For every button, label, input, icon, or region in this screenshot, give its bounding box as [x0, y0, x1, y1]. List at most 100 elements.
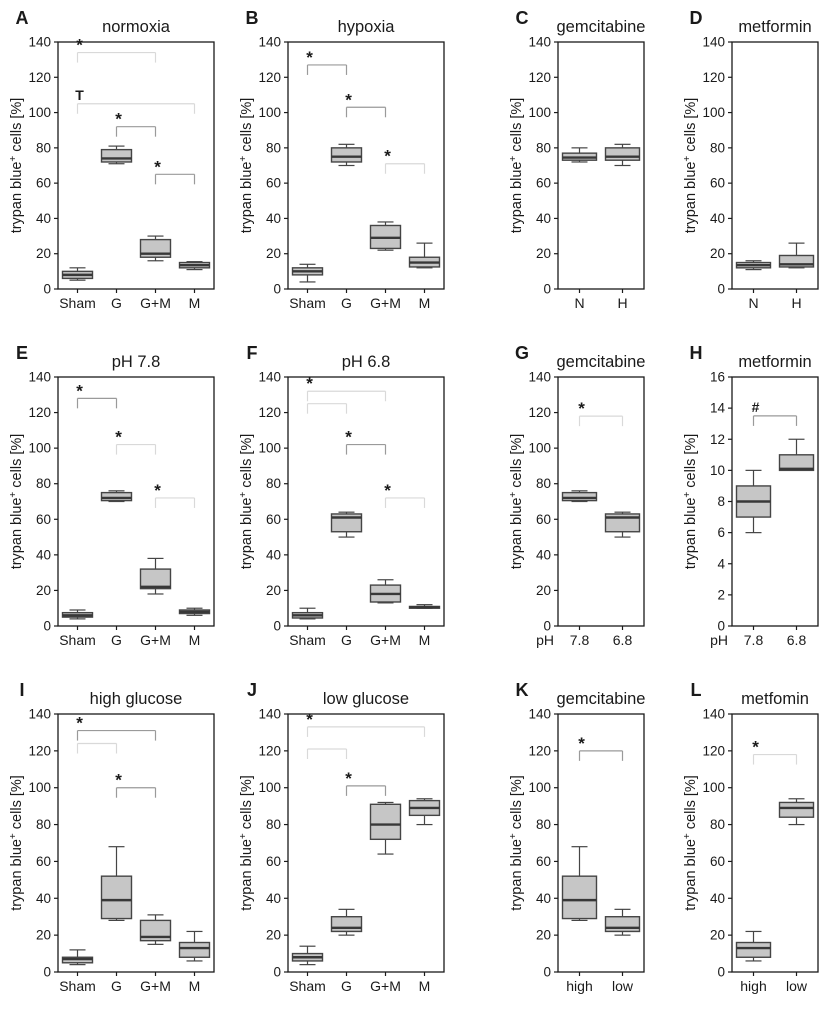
iqr-box — [561, 875, 598, 920]
panel-letter: H — [690, 343, 703, 363]
y-tick-label: 6 — [717, 525, 725, 540]
sig-bracket: * — [345, 428, 387, 455]
sig-marker: * — [578, 734, 585, 753]
sig-bracket: * — [345, 769, 387, 796]
y-tick-label: 80 — [36, 140, 51, 155]
y-axis-label: trypan blue+ cells [%] — [8, 775, 25, 911]
y-tick-label: 140 — [28, 35, 51, 50]
panel-letter: G — [515, 343, 529, 363]
box-7.8 — [735, 469, 772, 534]
iqr-box — [369, 803, 402, 841]
plot-frame — [57, 713, 215, 973]
y-tick-label: 140 — [702, 35, 725, 50]
y-tick-label: 140 — [28, 707, 51, 722]
y-tick-label: 120 — [258, 405, 281, 420]
x-category-label: high — [566, 978, 592, 994]
box-Sham — [291, 607, 324, 620]
iqr-box — [139, 568, 172, 590]
box-G — [100, 490, 133, 503]
sig-bracket: * — [115, 771, 157, 798]
box-6.8 — [604, 511, 641, 538]
panel-title: metformin — [738, 353, 811, 371]
box-Sham — [61, 609, 94, 620]
y-tick-label: 120 — [528, 743, 551, 758]
y-tick-label: 120 — [528, 70, 551, 85]
panel-title: gemcitabine — [557, 690, 646, 708]
y-tick-label: 100 — [28, 105, 51, 120]
x-category-label: M — [189, 978, 201, 994]
y-tick-label: 60 — [710, 854, 725, 869]
panel-title: hypoxia — [338, 18, 396, 36]
y-tick-label: 120 — [702, 743, 725, 758]
sig-bracket: * — [345, 90, 387, 118]
y-tick-label: 60 — [36, 512, 51, 527]
y-axis-label: trypan blue+ cells [%] — [238, 98, 255, 234]
box-7.8 — [561, 490, 598, 503]
y-tick-label: 40 — [710, 211, 725, 226]
y-tick-label: 60 — [36, 176, 51, 191]
sig-marker: * — [752, 738, 759, 757]
sig-bracket: * — [578, 399, 624, 427]
plot-frame — [57, 41, 215, 290]
panel-title: pH 6.8 — [342, 353, 391, 371]
box-Sham — [61, 949, 94, 966]
x-category-label: G+M — [140, 978, 171, 994]
y-tick-label: 140 — [528, 707, 551, 722]
box-high — [561, 846, 598, 921]
y-tick-label: 60 — [266, 176, 281, 191]
plot-frame — [557, 376, 645, 627]
y-tick-label: 10 — [710, 463, 725, 478]
sig-marker: * — [115, 428, 122, 447]
y-tick-label: 0 — [717, 282, 725, 297]
y-tick-label: 80 — [536, 817, 551, 832]
y-tick-label: 60 — [536, 854, 551, 869]
box-Sham — [291, 945, 324, 966]
box-G — [100, 145, 133, 165]
box-N — [561, 147, 598, 163]
iqr-box — [178, 941, 211, 958]
sig-marker: * — [306, 48, 313, 67]
y-tick-label: 20 — [36, 583, 51, 598]
x-category-label: G — [111, 978, 122, 994]
x-category-label: M — [419, 978, 431, 994]
y-tick-label: 8 — [717, 494, 725, 509]
y-tick-label: 40 — [536, 891, 551, 906]
sig-bracket: * — [154, 157, 196, 185]
y-tick-label: 14 — [710, 401, 726, 416]
sig-marker: * — [345, 769, 352, 788]
box-G — [100, 846, 133, 921]
y-tick-label: 40 — [536, 547, 551, 562]
y-tick-label: 120 — [28, 70, 51, 85]
y-tick-label: 0 — [43, 282, 51, 297]
box-M — [178, 261, 211, 271]
plot-frame — [287, 376, 445, 627]
y-tick-label: 0 — [43, 619, 51, 634]
y-tick-label: 100 — [702, 780, 725, 795]
y-tick-label: 60 — [536, 512, 551, 527]
panel-title: pH 7.8 — [112, 353, 161, 371]
x-category-label: M — [189, 295, 201, 311]
y-tick-label: 60 — [36, 854, 51, 869]
plot-frame — [287, 41, 445, 290]
box-Sham — [291, 263, 324, 283]
x-category-label: G+M — [140, 295, 171, 311]
y-tick-label: 80 — [536, 476, 551, 491]
x-category-label: 6.8 — [613, 632, 633, 648]
y-tick-label: 60 — [266, 854, 281, 869]
y-tick-label: 20 — [266, 583, 281, 598]
panel-title: metformin — [738, 18, 811, 36]
x-category-label: G+M — [370, 295, 401, 311]
y-tick-label: 40 — [36, 547, 51, 562]
sig-marker: * — [76, 714, 83, 733]
x-category-label: G+M — [370, 978, 401, 994]
panel-letter: I — [19, 680, 24, 700]
plot-frame — [287, 713, 445, 973]
panel-letter: D — [690, 8, 703, 28]
sig-marker: * — [76, 36, 83, 55]
x-category-label: Sham — [289, 978, 326, 994]
panel-title: metfomin — [741, 690, 809, 708]
sig-marker: * — [115, 110, 122, 129]
